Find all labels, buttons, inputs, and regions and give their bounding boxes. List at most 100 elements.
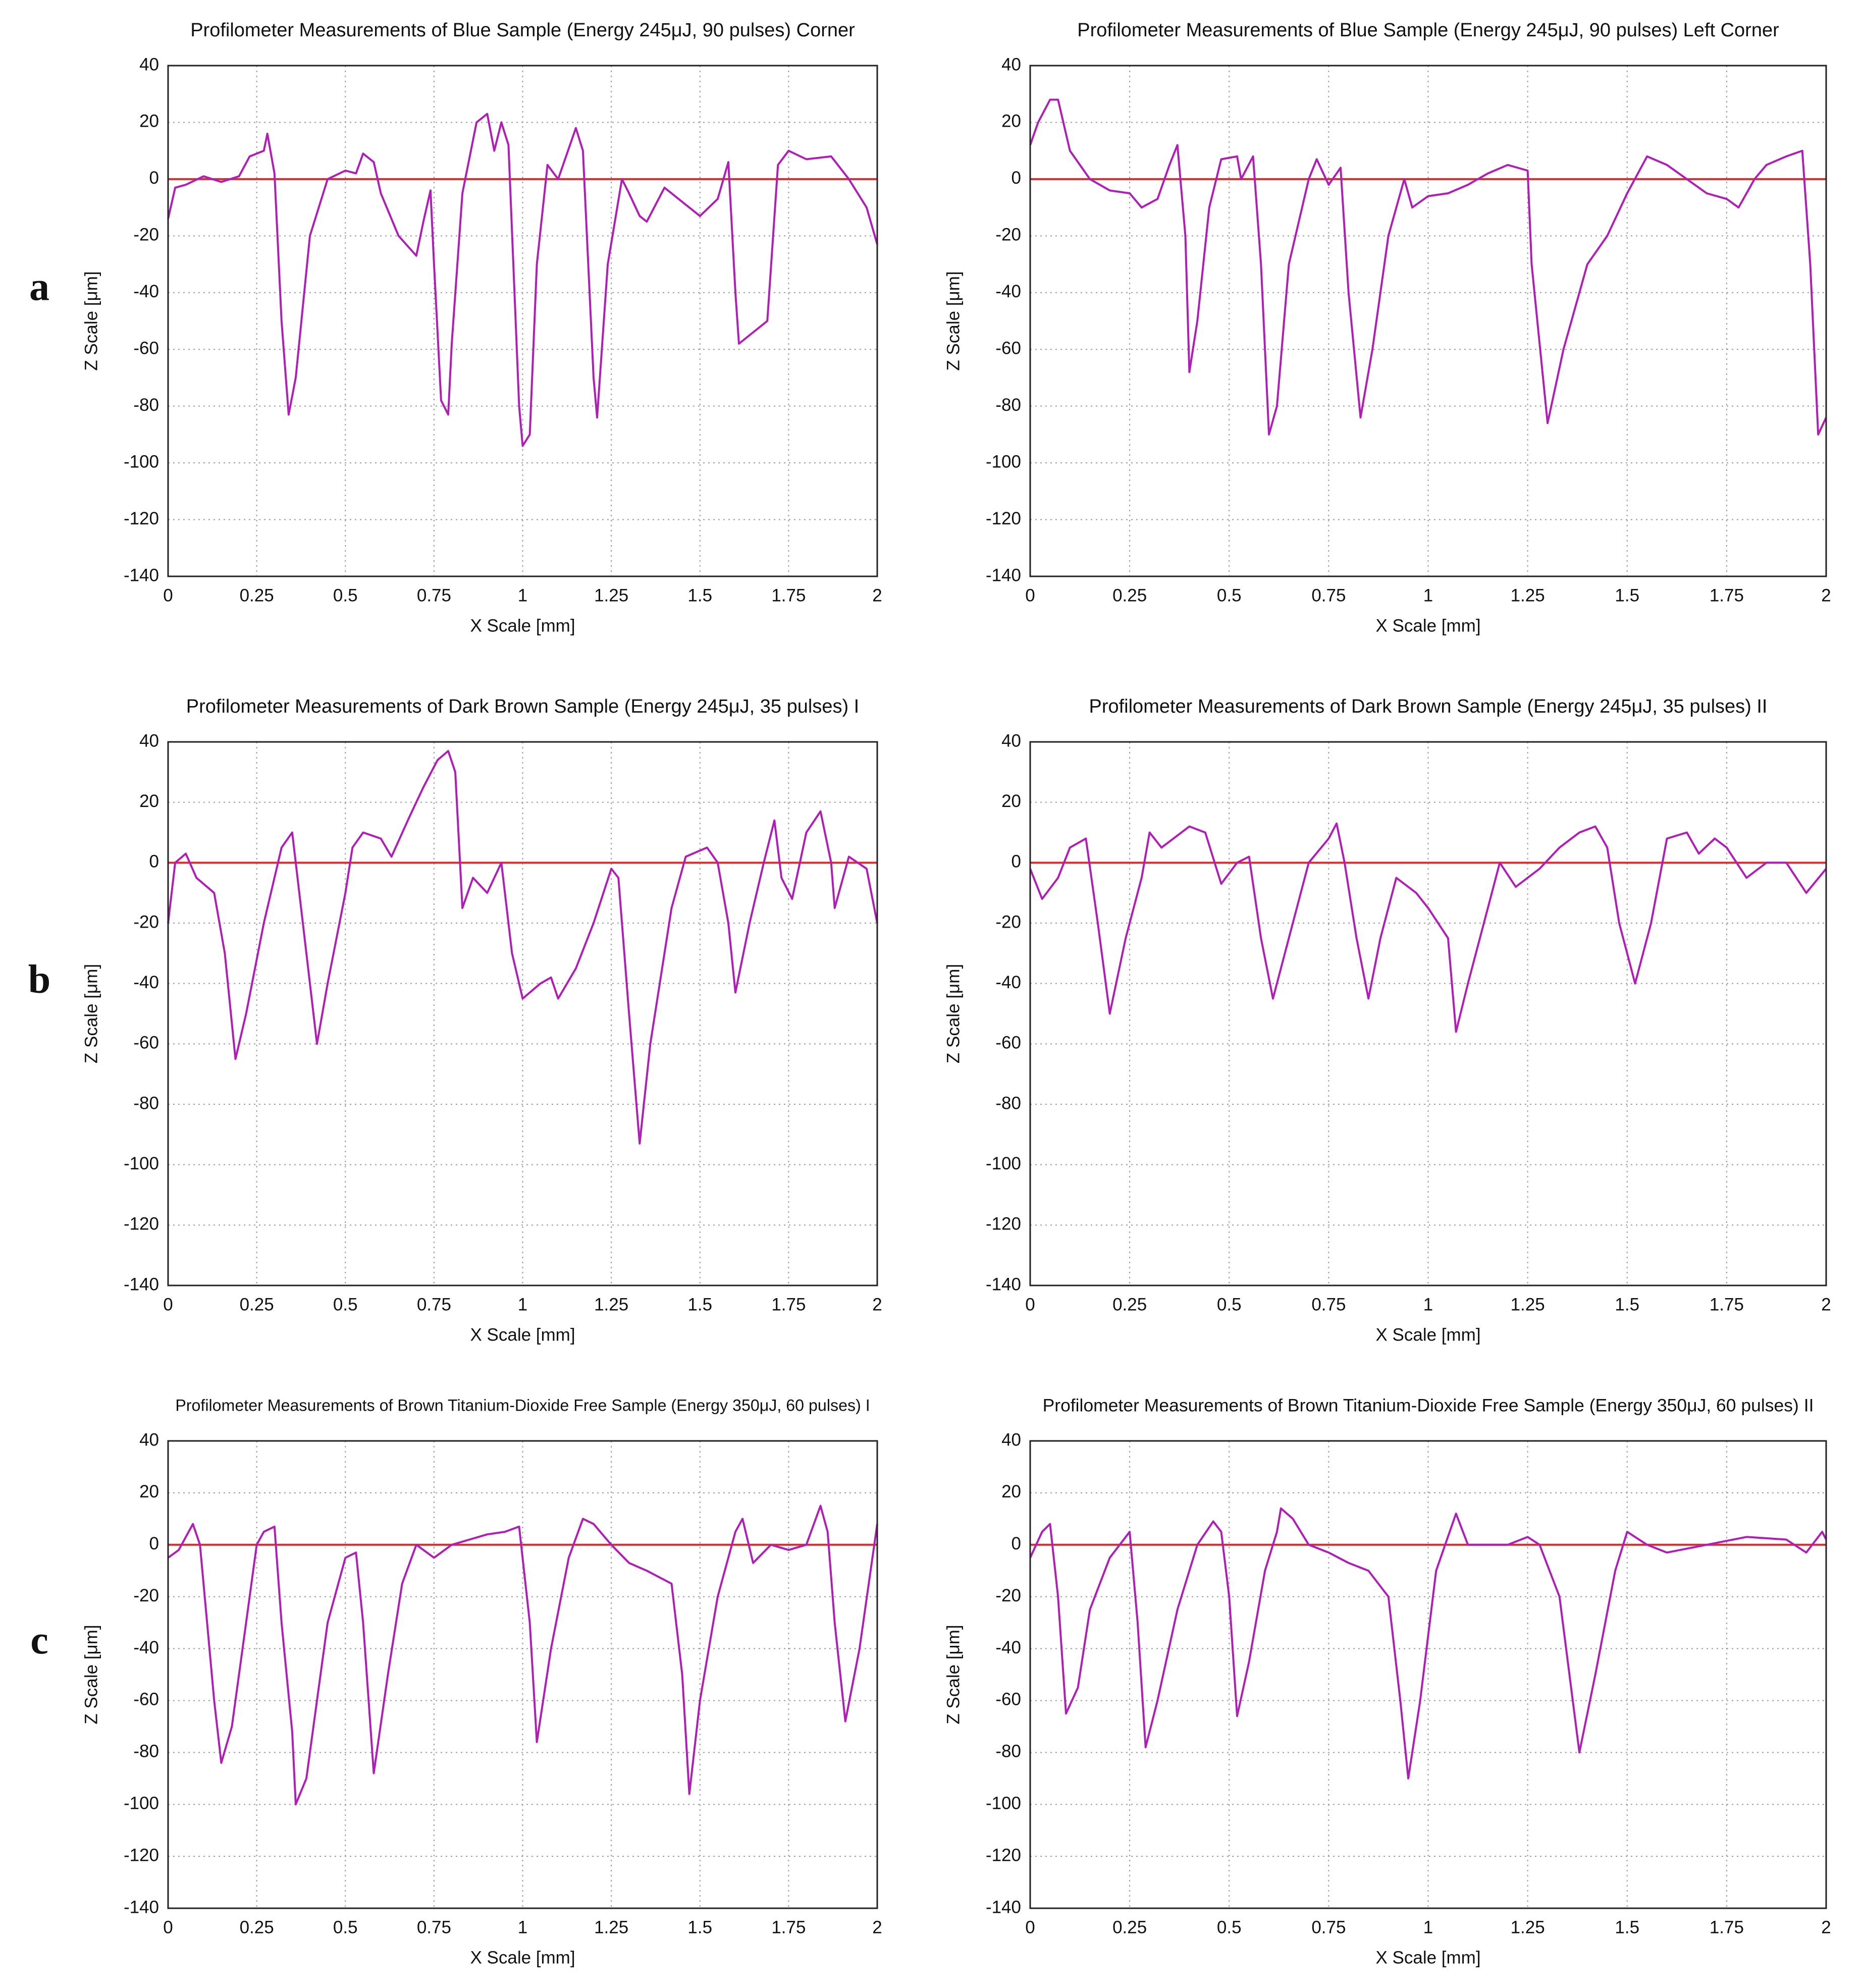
y-tick-label: 20 <box>139 1482 159 1501</box>
y-tick-label: -100 <box>124 452 159 471</box>
y-tick-label: 40 <box>139 1430 159 1449</box>
x-tick-label: 2 <box>872 585 882 605</box>
x-tick-label: 1.25 <box>594 1917 628 1937</box>
y-tick-label: -120 <box>124 1214 159 1234</box>
y-tick-label: -20 <box>133 225 159 245</box>
y-tick-label: 20 <box>139 112 159 131</box>
x-tick-label: 0.75 <box>417 1917 451 1937</box>
y-tick-label: -80 <box>995 395 1021 415</box>
y-tick-label: -100 <box>124 1793 159 1813</box>
x-tick-label: 0 <box>163 1295 173 1314</box>
y-tick-label: -20 <box>133 1586 159 1605</box>
x-tick-label: 0.25 <box>240 1295 274 1314</box>
x-tick-label: 0.25 <box>1112 585 1147 605</box>
y-axis-label: Z Scale [μm] <box>81 271 101 370</box>
y-tick-label: -20 <box>995 225 1021 245</box>
y-axis-label: Z Scale [μm] <box>943 1625 963 1724</box>
x-tick-label: 2 <box>872 1295 882 1314</box>
profile-line <box>167 113 878 447</box>
y-tick-label: -20 <box>995 1586 1021 1605</box>
x-axis-label: X Scale [mm] <box>470 1948 575 1967</box>
y-tick-label: -80 <box>133 1093 159 1113</box>
x-tick-label: 1.75 <box>771 585 806 605</box>
y-tick-label: -20 <box>995 912 1021 932</box>
x-tick-label: 0 <box>1025 1295 1035 1314</box>
x-tick-label: 0.75 <box>417 1295 451 1314</box>
y-tick-label: -60 <box>133 1690 159 1709</box>
y-tick-label: -80 <box>995 1742 1021 1761</box>
y-tick-label: -100 <box>986 1154 1021 1173</box>
x-tick-label: 2 <box>1821 1295 1831 1314</box>
x-tick-label: 1.75 <box>771 1917 806 1937</box>
x-tick-label: 1.75 <box>771 1295 806 1314</box>
x-tick-label: 1 <box>1423 1917 1433 1937</box>
x-tick-label: 1.5 <box>1615 1295 1639 1314</box>
x-tick-label: 1.25 <box>594 1295 628 1314</box>
x-tick-label: 1.5 <box>1615 1917 1639 1937</box>
y-tick-label: -100 <box>124 1154 159 1173</box>
y-tick-label: 0 <box>1011 168 1021 188</box>
profile-line <box>167 750 878 1145</box>
x-tick-label: 0.75 <box>1311 1917 1346 1937</box>
x-tick-label: 1.75 <box>1710 1295 1744 1314</box>
chart-title: Profilometer Measurements of Brown Titan… <box>175 1396 870 1415</box>
x-tick-label: 1.5 <box>1615 585 1639 605</box>
x-tick-label: 0 <box>163 585 173 605</box>
y-tick-label: -40 <box>995 1638 1021 1657</box>
profile-line <box>167 1505 878 1806</box>
x-tick-label: 0.25 <box>1112 1295 1147 1314</box>
x-tick-label: 1.25 <box>1511 585 1545 605</box>
y-tick-label: -120 <box>124 509 159 528</box>
x-tick-label: 1 <box>518 1917 527 1937</box>
x-tick-label: 1 <box>518 585 527 605</box>
chart-title: Profilometer Measurements of Brown Titan… <box>1043 1395 1814 1415</box>
y-tick-label: 0 <box>149 168 159 188</box>
x-tick-label: 2 <box>1821 1917 1831 1937</box>
x-tick-label: 2 <box>1821 585 1831 605</box>
profile-line <box>1029 98 1827 436</box>
x-tick-label: 0.25 <box>240 585 274 605</box>
x-axis-label: X Scale [mm] <box>1375 1325 1480 1345</box>
x-tick-label: 2 <box>872 1917 882 1937</box>
y-tick-label: -140 <box>986 1897 1021 1917</box>
y-tick-label: -100 <box>986 1793 1021 1813</box>
x-tick-label: 1.75 <box>1710 585 1744 605</box>
y-tick-label: -80 <box>133 395 159 415</box>
y-tick-label: 20 <box>1001 112 1021 131</box>
plot-frame <box>167 65 878 577</box>
y-tick-label: 40 <box>1001 1430 1021 1449</box>
x-tick-label: 1 <box>1423 585 1433 605</box>
y-tick-label: -20 <box>133 912 159 932</box>
y-tick-label: -80 <box>133 1742 159 1761</box>
x-tick-label: 1.5 <box>687 585 712 605</box>
x-tick-label: 0.25 <box>1112 1917 1147 1937</box>
x-tick-label: 1.25 <box>594 585 628 605</box>
y-tick-label: -40 <box>995 973 1021 992</box>
y-tick-label: 0 <box>1011 1534 1021 1553</box>
x-tick-label: 0.5 <box>333 1917 358 1937</box>
plot-area <box>168 742 877 1285</box>
x-tick-label: 0 <box>1025 585 1035 605</box>
y-tick-label: 40 <box>139 731 159 750</box>
y-tick-label: -40 <box>995 282 1021 301</box>
y-tick-label: -60 <box>133 338 159 358</box>
y-tick-label: -120 <box>124 1845 159 1865</box>
y-tick-label: 40 <box>1001 731 1021 750</box>
x-tick-label: 0 <box>163 1917 173 1937</box>
y-tick-label: -140 <box>124 1274 159 1294</box>
plot-area <box>1030 66 1826 576</box>
y-tick-label: -140 <box>124 1897 159 1917</box>
x-tick-label: 0 <box>1025 1917 1035 1937</box>
y-tick-label: -100 <box>986 452 1021 471</box>
y-tick-label: -140 <box>986 1274 1021 1294</box>
x-axis-label: X Scale [mm] <box>470 616 575 635</box>
x-tick-label: 0.5 <box>1217 585 1242 605</box>
y-tick-label: -60 <box>995 338 1021 358</box>
y-tick-label: -120 <box>986 1214 1021 1234</box>
plot-area <box>1030 742 1826 1285</box>
y-axis-label: Z Scale [μm] <box>81 1625 101 1724</box>
x-tick-label: 0.75 <box>1311 1295 1346 1314</box>
y-tick-label: -120 <box>986 1845 1021 1865</box>
y-tick-label: 0 <box>149 852 159 872</box>
